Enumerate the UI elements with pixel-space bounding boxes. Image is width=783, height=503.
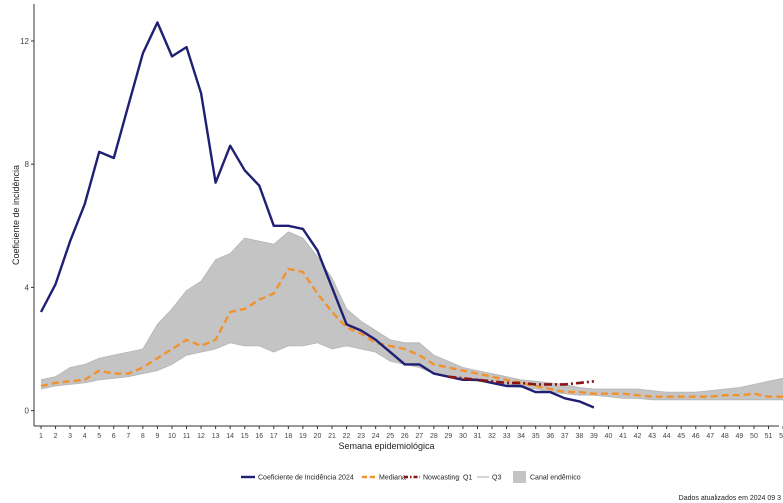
legend-label: Coeficiente de Incidência 2024 — [258, 475, 354, 482]
x-tick-label: 50 — [750, 433, 758, 440]
x-tick-label: 44 — [663, 433, 671, 440]
x-tick-label: 47 — [706, 433, 714, 440]
x-tick-label: 36 — [546, 433, 554, 440]
x-tick-label: 27 — [415, 433, 423, 440]
x-tick-label: 42 — [634, 433, 642, 440]
legend-label: Q1 — [463, 475, 472, 482]
x-tick-label: 20 — [314, 433, 322, 440]
x-tick-label: 18 — [284, 433, 292, 440]
legend-swatch-endemic-channel — [513, 471, 526, 483]
x-tick-label: 34 — [517, 433, 525, 440]
x-tick-label: 38 — [575, 433, 583, 440]
x-tick-label: 24 — [372, 433, 380, 440]
x-tick-label: 21 — [328, 433, 336, 440]
x-tick-label: 6 — [112, 433, 116, 440]
x-tick-label: 41 — [619, 433, 627, 440]
y-tick-label: 4 — [25, 283, 30, 292]
legend-label: Canal endêmico — [530, 475, 581, 482]
y-tick-label: 0 — [25, 407, 30, 416]
x-tick-label: 43 — [648, 433, 656, 440]
y-axis-title: Coeficiente de incidência — [11, 165, 21, 265]
x-tick-label: 12 — [197, 433, 205, 440]
x-tick-label: 5 — [97, 433, 101, 440]
x-tick-label: 16 — [255, 433, 263, 440]
x-tick-label: 49 — [736, 433, 744, 440]
q3-line — [40, 231, 783, 393]
x-tick-label: 39 — [590, 433, 598, 440]
x-tick-label: 32 — [488, 433, 496, 440]
incidence-2024-line — [39, 21, 595, 409]
x-tick-label: 22 — [343, 433, 351, 440]
x-tick-label: 10 — [168, 433, 176, 440]
legend-label: Q3 — [492, 475, 501, 482]
x-tick-label: 45 — [677, 433, 685, 440]
x-tick-label: 9 — [155, 433, 159, 440]
x-tick-label: 29 — [445, 433, 453, 440]
x-tick-label: 15 — [241, 433, 249, 440]
x-tick-label: 13 — [212, 433, 220, 440]
x-tick-label: 14 — [226, 433, 234, 440]
x-tick-label: 48 — [721, 433, 729, 440]
legend-label: Mediana — [379, 475, 406, 482]
legend-label: Nowcasting — [423, 475, 459, 482]
x-tick-label: 31 — [474, 433, 482, 440]
x-tick-label: 37 — [561, 433, 569, 440]
x-tick-label: 17 — [270, 433, 278, 440]
x-tick-label: 28 — [430, 433, 438, 440]
x-tick-label: 40 — [605, 433, 613, 440]
x-tick-label: 51 — [765, 433, 773, 440]
x-tick-label: 19 — [299, 433, 307, 440]
x-tick-label: 11 — [183, 433, 190, 440]
x-tick-label: 25 — [386, 433, 394, 440]
x-tick-label: 52 — [779, 433, 783, 440]
x-tick-label: 33 — [503, 433, 511, 440]
y-tick-label: 8 — [25, 160, 30, 169]
x-tick-label: 3 — [68, 433, 72, 440]
q1-line — [40, 342, 783, 401]
x-tick-label: 2 — [54, 433, 58, 440]
median-line — [40, 267, 783, 398]
y-tick-label: 12 — [20, 37, 29, 46]
x-tick-label: 35 — [532, 433, 540, 440]
endemic-channel-band — [41, 231, 783, 400]
x-axis-title: Semana epidemiológica — [338, 441, 434, 451]
x-tick-label: 7 — [126, 433, 130, 440]
x-tick-label: 46 — [692, 433, 700, 440]
data-update-note: Dados atualizados em 2024 09 3 — [678, 495, 781, 502]
x-tick-label: 8 — [141, 433, 145, 440]
x-tick-label: 26 — [401, 433, 409, 440]
x-tick-label: 1 — [39, 433, 43, 440]
x-tick-label: 23 — [357, 433, 365, 440]
x-tick-label: 30 — [459, 433, 467, 440]
x-tick-label: 4 — [83, 433, 87, 440]
